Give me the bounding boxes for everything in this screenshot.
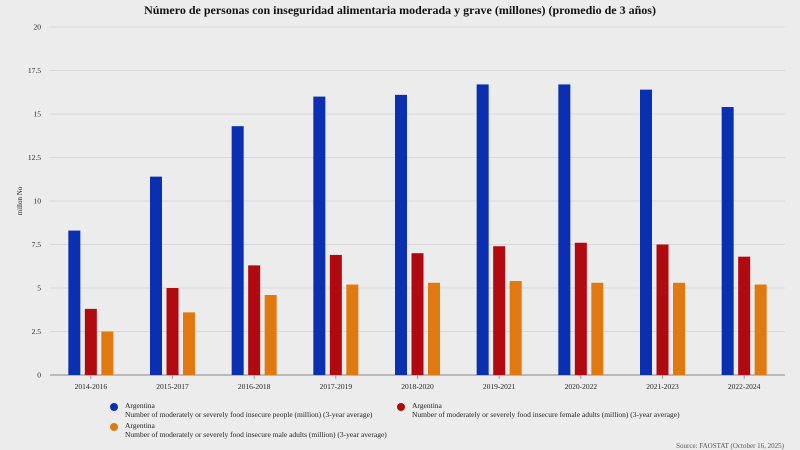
legend-series-description: Number of moderately or severely food in… xyxy=(125,409,373,419)
bar[interactable] xyxy=(68,230,81,375)
legend-color-dot xyxy=(397,403,405,411)
y-tick-label: 5 xyxy=(37,284,41,293)
x-tick-label: 2019-2021 xyxy=(483,382,516,391)
x-tick-label: 2014-2016 xyxy=(75,382,108,391)
x-tick-label: 2018-2020 xyxy=(401,382,434,391)
y-tick-label: 7.5 xyxy=(32,240,42,249)
legend-series-name: Argentina xyxy=(412,401,442,410)
legend-series-name: Argentina xyxy=(125,401,155,410)
x-tick-label: 2022-2024 xyxy=(728,382,761,391)
bar[interactable] xyxy=(754,284,767,375)
legend-series-description: Number of moderately or severely food in… xyxy=(125,429,387,439)
bar[interactable] xyxy=(166,288,179,375)
bar[interactable] xyxy=(248,265,261,375)
y-tick-label: 17.5 xyxy=(28,66,41,75)
bar[interactable] xyxy=(150,176,162,375)
x-tick-label: 2015-2017 xyxy=(156,382,189,391)
source-note: Source: FAOSTAT (October 16, 2025) xyxy=(676,442,784,450)
bar[interactable] xyxy=(721,107,734,375)
x-tick-label: 2020-2022 xyxy=(565,382,598,391)
bar[interactable] xyxy=(640,89,652,375)
bar[interactable] xyxy=(493,246,506,375)
bar[interactable] xyxy=(84,308,97,375)
bar[interactable] xyxy=(183,312,195,375)
legend-color-dot xyxy=(110,403,118,411)
bar[interactable] xyxy=(574,242,587,375)
bar[interactable] xyxy=(591,282,604,375)
bars xyxy=(68,84,767,376)
y-tick-label: 12.5 xyxy=(28,153,41,162)
bar[interactable] xyxy=(673,282,685,375)
legend-color-dot xyxy=(110,423,118,431)
bar[interactable] xyxy=(395,94,407,376)
x-tick-label: 2017-2019 xyxy=(320,382,353,391)
bar[interactable] xyxy=(346,284,359,375)
bar[interactable] xyxy=(231,126,244,376)
y-tick-label: 2.5 xyxy=(32,327,42,336)
bar[interactable] xyxy=(313,96,326,375)
bar[interactable] xyxy=(656,244,669,376)
bar[interactable] xyxy=(428,282,440,375)
y-axis-label: millon No xyxy=(16,186,24,215)
y-tick-label: 15 xyxy=(34,110,42,119)
bar[interactable] xyxy=(411,253,424,375)
bar[interactable] xyxy=(509,281,522,375)
y-tick-label: 0 xyxy=(37,371,41,380)
y-tick-label: 10 xyxy=(34,197,42,206)
bar[interactable] xyxy=(264,294,277,375)
x-tick-label: 2021-2023 xyxy=(646,382,679,391)
legend-series-description: Number of moderately or severely food in… xyxy=(412,409,680,419)
bar[interactable] xyxy=(558,84,571,376)
bar[interactable] xyxy=(329,254,342,375)
bar[interactable] xyxy=(738,256,751,375)
bar[interactable] xyxy=(476,84,489,376)
x-tick-label: 2016-2018 xyxy=(238,382,271,391)
bar[interactable] xyxy=(101,331,114,376)
y-tick-label: 20 xyxy=(34,23,42,32)
chart-title: Número de personas con inseguridad alime… xyxy=(144,3,656,17)
legend-series-name: Argentina xyxy=(125,421,155,430)
